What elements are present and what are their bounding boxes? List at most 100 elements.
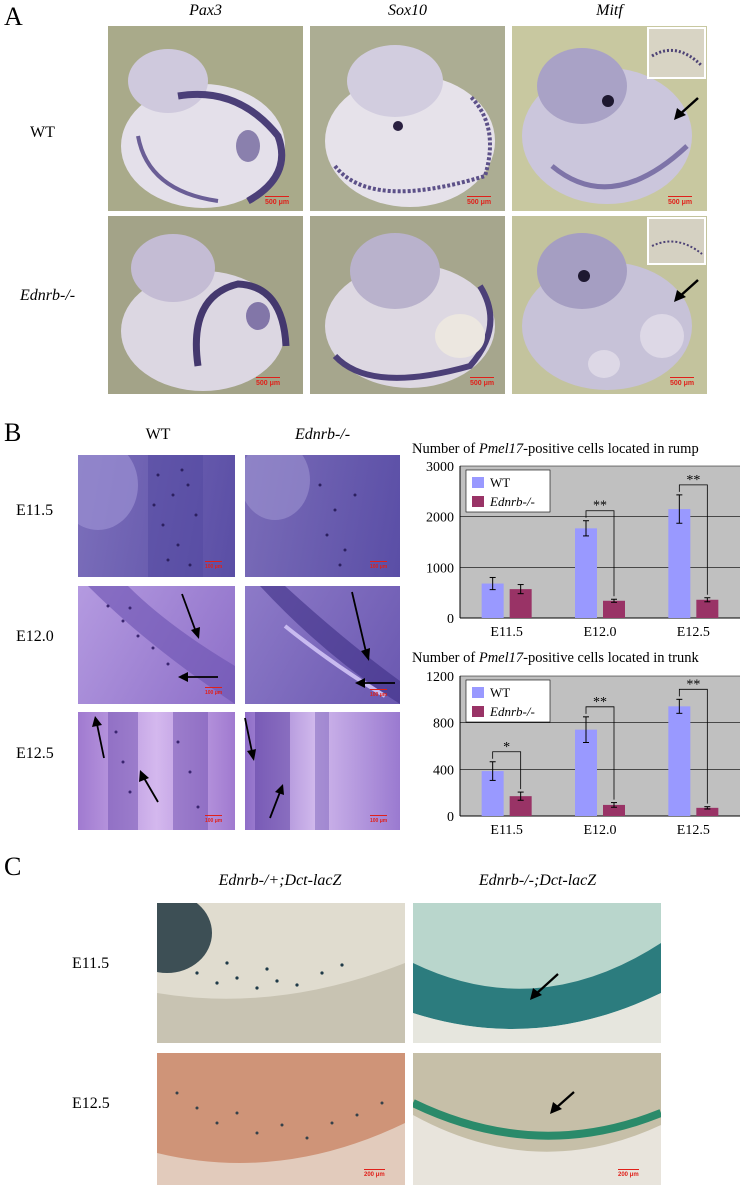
arrow-icon: [92, 716, 106, 765]
significance-bracket: [585, 510, 615, 597]
panel-c-row-e12-5: E12.5: [72, 1095, 110, 1112]
lacz-image-ko-e12-5: [413, 1053, 661, 1185]
x-tick-label: E11.5: [490, 823, 523, 838]
scale-bar: 100 μm: [370, 689, 388, 698]
scale-bar: 200 μm: [364, 1169, 385, 1178]
arrow-icon: [178, 670, 220, 689]
arrow-icon: [548, 1090, 576, 1121]
panel-b-row-e11-5: E11.5: [16, 502, 54, 519]
bar: [668, 706, 691, 816]
arrow-icon: [672, 96, 700, 127]
y-tick-label: 2000: [426, 511, 454, 526]
bar: [668, 509, 691, 618]
scale-bar: 500 μm: [668, 196, 693, 206]
legend-label: WT: [490, 685, 510, 700]
bar-chart-trunk: 0 400 800 1200 E11.5 * E12.0 ** E12.5 ** WT Ednrb-/…: [412, 670, 740, 840]
panel-a-letter: A: [4, 2, 23, 31]
bar: [603, 600, 625, 618]
embryo-image-ednrb-mitf: [512, 216, 707, 394]
legend-label: Ednrb-/-: [489, 704, 535, 719]
embryo-image-wt-pax3: [108, 26, 303, 211]
arrow-icon: [180, 592, 202, 645]
panel-b-col-ednrb: Ednrb-/-: [294, 426, 351, 443]
y-tick-label: 0: [447, 612, 454, 627]
scale-bar: 500 μm: [670, 377, 695, 387]
arrow-icon: [355, 676, 397, 695]
embryo-image-ednrb-pax3: [108, 216, 303, 394]
scale-bar: 200 μm: [618, 1169, 639, 1178]
scale-bar: 100 μm: [205, 561, 223, 570]
y-tick-label: 3000: [426, 462, 454, 475]
bar: [696, 599, 719, 618]
x-tick-label: E12.5: [677, 625, 710, 640]
arrow-icon: [672, 278, 700, 309]
x-tick-label: E12.0: [583, 625, 616, 640]
arrow-icon: [138, 770, 160, 809]
pmel17-image-wt-e12-5: [78, 712, 235, 830]
scale-bar: 500 μm: [265, 196, 290, 206]
pmel17-image-ednrb-e12-5: [245, 712, 400, 830]
significance-label: **: [593, 499, 607, 514]
legend-label: WT: [490, 475, 510, 490]
panel-a-col-mitf: Mitf: [596, 2, 623, 19]
pmel17-image-wt-e11-5: [78, 455, 235, 577]
panel-b-row-e12-5: E12.5: [16, 745, 54, 762]
bar: [575, 729, 597, 816]
significance-bracket: [678, 484, 708, 595]
lacz-image-het-e11-5: [157, 903, 405, 1043]
scale-bar: 100 μm: [205, 687, 223, 696]
panel-a-col-pax3: Pax3: [189, 2, 222, 19]
pmel17-image-ednrb-e11-5: [245, 455, 400, 577]
scale-bar: 100 μm: [205, 815, 223, 824]
pmel17-image-wt-e12-0: [78, 586, 235, 704]
embryo-image-wt-sox10: [310, 26, 505, 211]
legend-swatch: [472, 496, 484, 507]
bar: [603, 804, 625, 816]
x-tick-label: E12.5: [677, 823, 710, 838]
panel-a-col-sox10: Sox10: [387, 2, 428, 19]
significance-bracket: [585, 706, 615, 800]
legend-swatch: [472, 706, 484, 717]
embryo-image-ednrb-sox10: [310, 216, 505, 394]
legend-swatch: [472, 477, 484, 488]
panel-a-row-ednrb: Ednrb-/-: [20, 287, 76, 304]
y-tick-label: 400: [433, 763, 454, 778]
lacz-image-het-e12-5: [157, 1053, 405, 1185]
bar: [696, 807, 719, 816]
bar-chart-rump: 0 1000 2000 3000 E11.5 E12.0 ** E12.5 ** WT Ednrb-…: [412, 460, 740, 642]
bar: [481, 771, 504, 816]
y-tick-label: 800: [433, 717, 454, 732]
scale-bar: 100 μm: [370, 815, 388, 824]
bar: [509, 796, 532, 816]
arrow-icon: [268, 784, 286, 825]
significance-label: **: [686, 677, 700, 692]
x-tick-label: E11.5: [490, 625, 523, 640]
scale-bar: 500 μm: [467, 196, 492, 206]
y-tick-label: 1200: [426, 672, 454, 685]
significance-bracket: [492, 751, 522, 790]
significance-label: **: [686, 473, 700, 488]
significance-bracket: [678, 688, 708, 804]
significance-label: *: [503, 740, 510, 755]
panel-c-row-e11-5: E11.5: [72, 955, 110, 972]
lacz-image-ko-e11-5: [413, 903, 661, 1043]
bar: [509, 589, 532, 618]
legend-label: Ednrb-/-: [489, 494, 535, 509]
significance-label: **: [593, 695, 607, 710]
bar: [481, 583, 504, 618]
chart-title-rump: Number of Pmel17-positive cells located …: [412, 441, 699, 457]
pmel17-image-ednrb-e12-0: [245, 586, 400, 704]
chart-title-trunk: Number of Pmel17-positive cells located …: [412, 650, 699, 666]
scale-bar: 100 μm: [370, 561, 388, 570]
panel-c-col-het: Ednrb-/+;Dct-lacZ: [218, 872, 342, 889]
scale-bar: 500 μm: [256, 377, 281, 387]
panel-a-row-wt: WT: [30, 124, 55, 141]
arrow-icon: [243, 716, 257, 767]
bar: [575, 528, 597, 618]
x-tick-label: E12.0: [583, 823, 616, 838]
panel-c-col-ko: Ednrb-/-;Dct-lacZ: [478, 872, 597, 889]
arrow-icon: [528, 972, 560, 1007]
embryo-image-wt-mitf: [512, 26, 707, 211]
y-tick-label: 1000: [426, 561, 454, 576]
panel-b-col-wt: WT: [145, 426, 171, 443]
